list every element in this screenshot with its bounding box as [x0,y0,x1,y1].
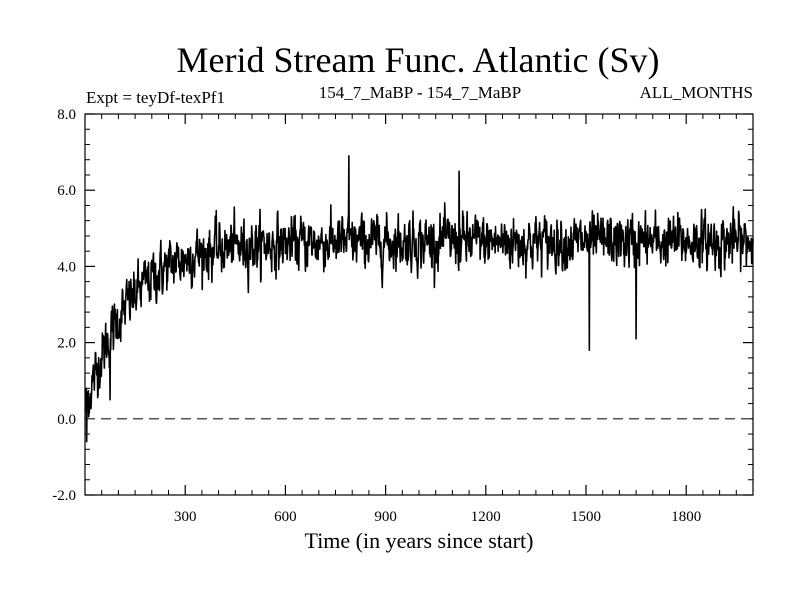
y-tick-label: -2.0 [52,488,76,504]
y-tick-label: 4.0 [57,259,76,275]
subtitle-months: ALL_MONTHS [640,83,753,102]
x-tick-label: 1800 [671,509,701,525]
x-tick-label: 1500 [571,509,601,525]
subtitle-period: 154_7_MaBP - 154_7_MaBP [319,83,521,102]
x-tick-label: 600 [274,509,297,525]
axis-ticks [85,113,753,496]
x-tick-label: 300 [174,509,197,525]
y-tick-label: 8.0 [57,107,76,123]
y-tick-label: 2.0 [57,336,76,352]
x-tick-labels: 300 600 900 1200 1500 1800 [174,509,701,525]
chart-title: Merid Stream Func. Atlantic (Sv) [177,40,660,80]
x-tick-label: 1200 [471,509,501,525]
subtitle-experiment: Expt = teyDf-texPf1 [86,88,225,107]
x-tick-label: 900 [374,509,397,525]
series-line [84,155,754,443]
y-tick-label: 0.0 [57,412,76,428]
y-tick-label: 6.0 [57,183,76,199]
x-axis-label: Time (in years since start) [305,528,534,553]
y-tick-labels: -2.0 0.0 2.0 4.0 6.0 8.0 [52,107,76,504]
plot-frame [84,113,754,496]
